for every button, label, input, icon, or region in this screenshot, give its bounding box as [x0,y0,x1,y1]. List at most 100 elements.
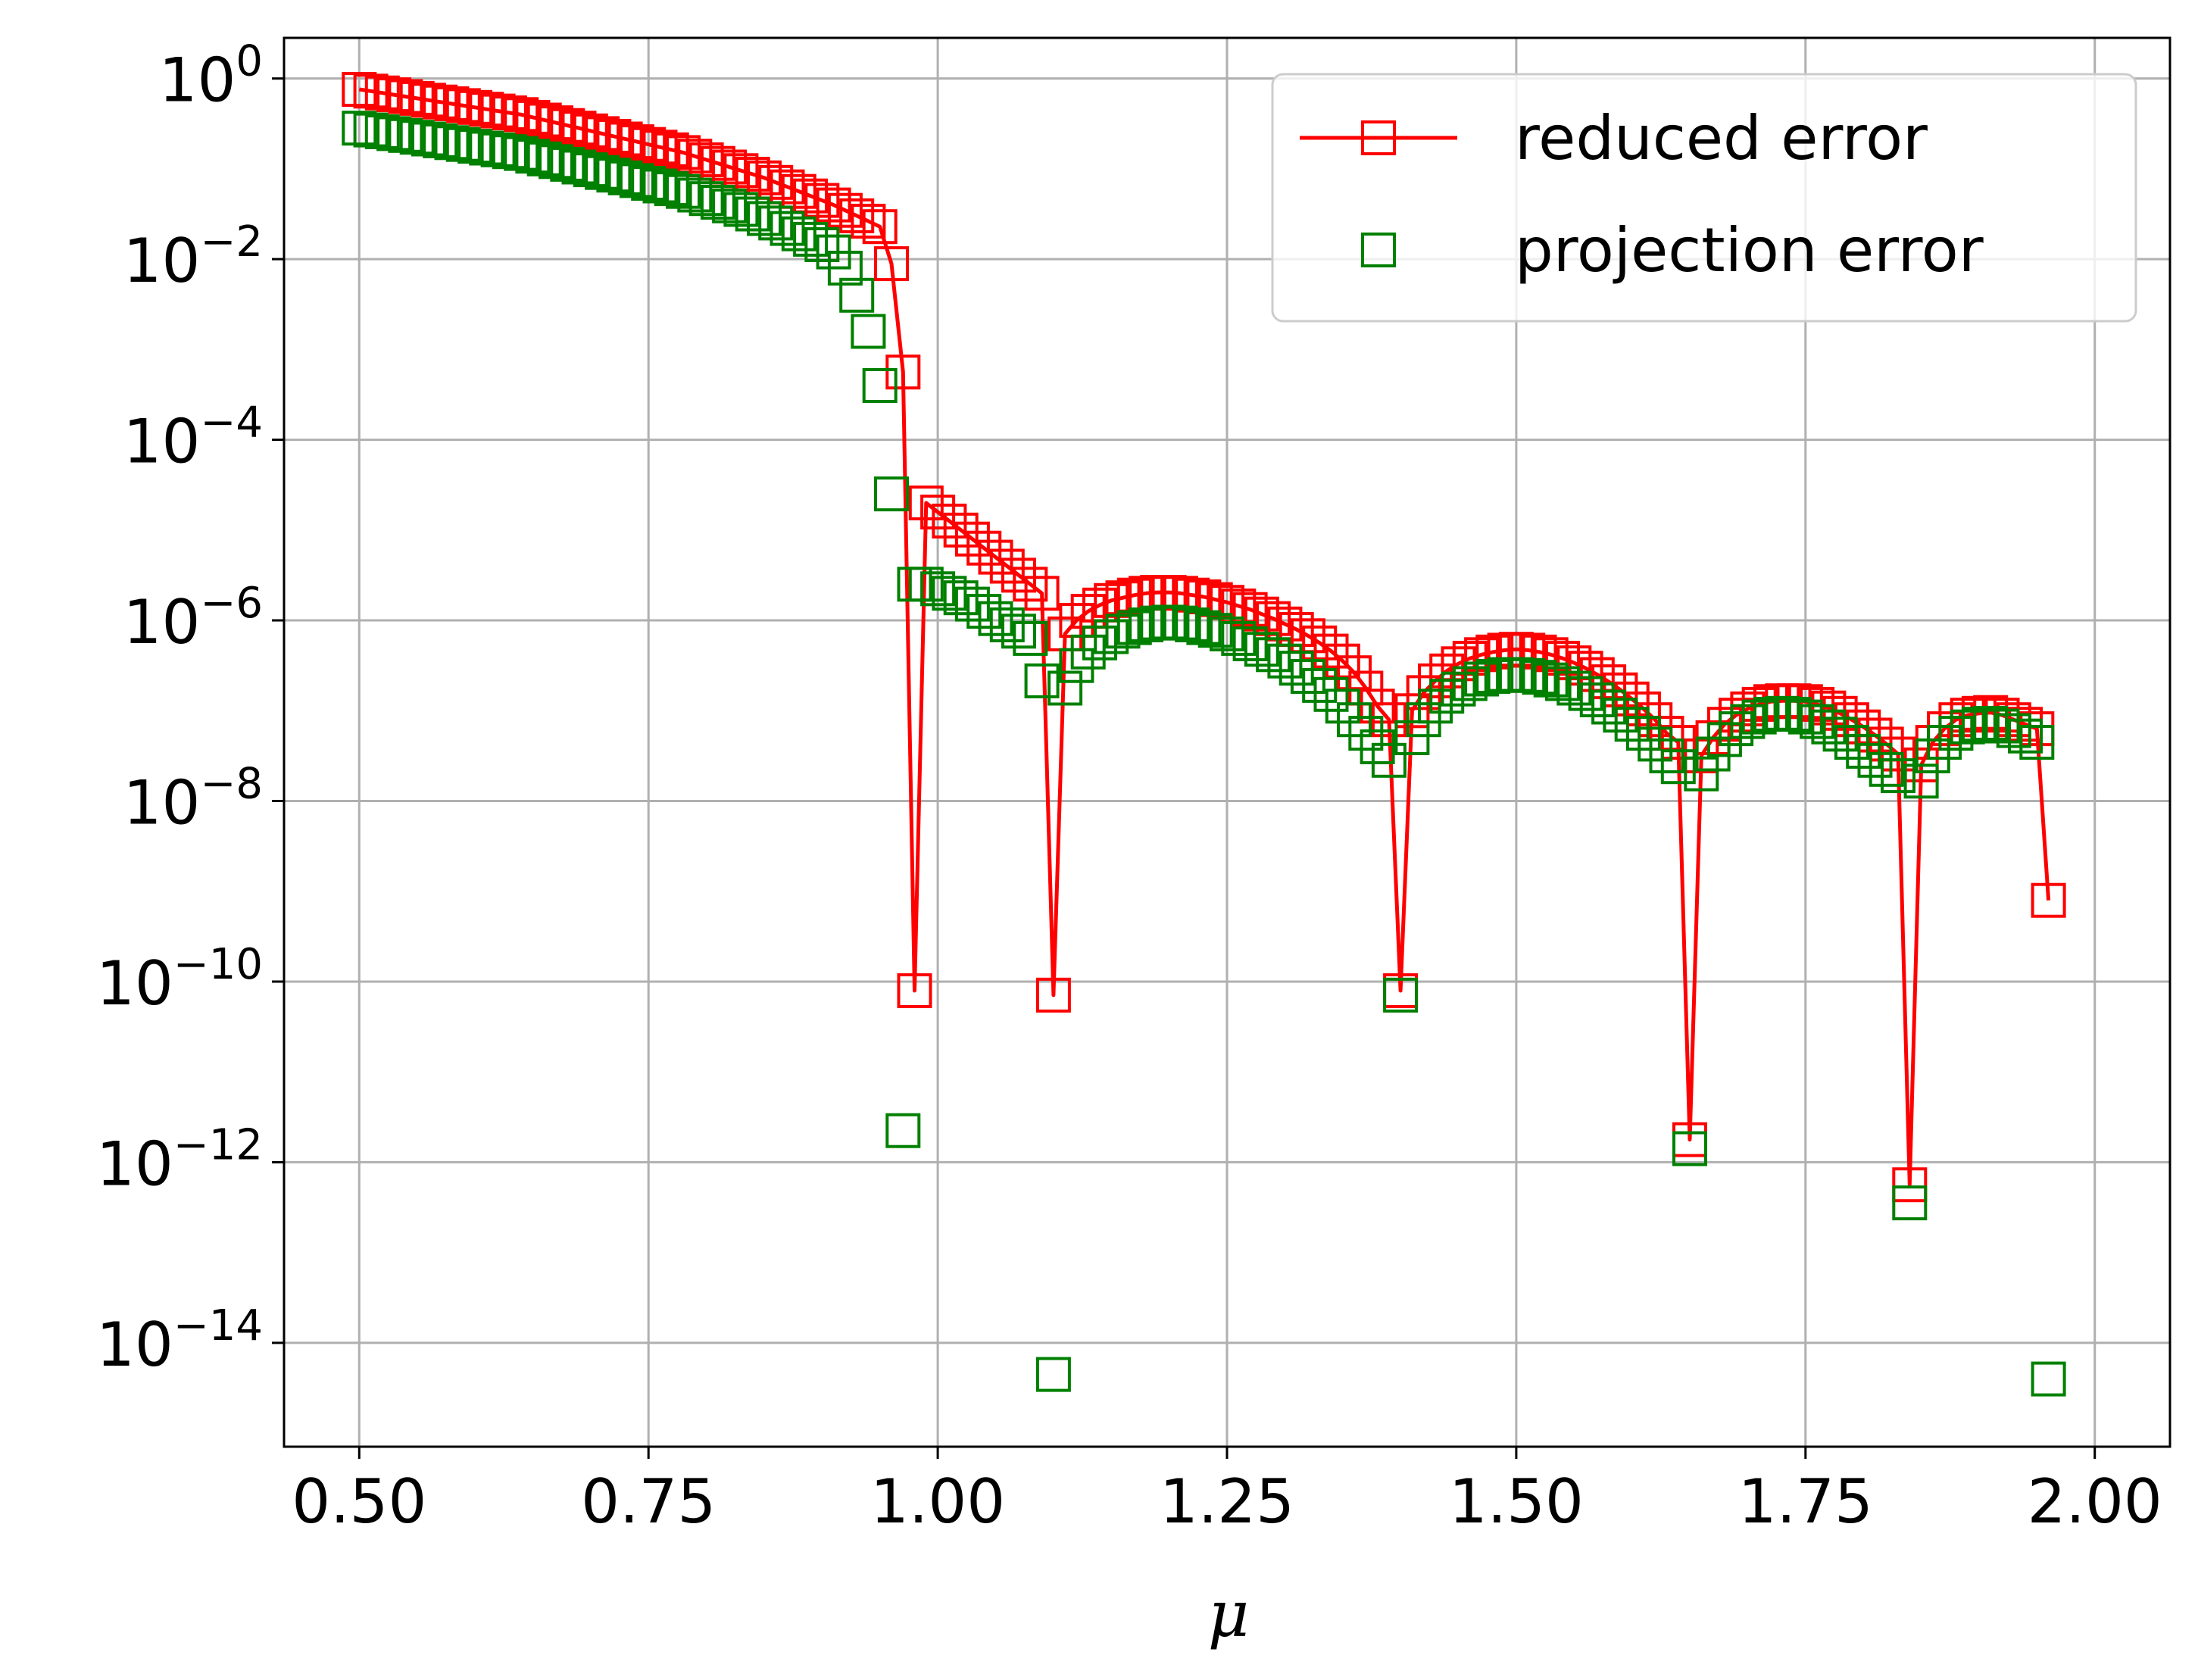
projection-error-marker [399,120,435,155]
reduced-error-marker [862,209,898,245]
projection-error-marker [573,152,608,188]
projection-error-marker [1325,689,1360,724]
projection-error-marker [1116,610,1152,645]
projection-error-marker [1892,1185,1928,1221]
reduced-error-marker [966,530,1002,566]
projection-error-marker [2008,718,2043,754]
projection-error-marker [712,188,748,223]
projection-error-marker [735,196,770,232]
y-tick-label: 10−4 [123,398,263,477]
reduced-error-marker [839,198,875,233]
projection-error-marker [445,126,481,162]
projection-error-marker [758,205,794,241]
projection-error-marker [1024,663,1060,698]
reduced-error-marker [793,178,829,214]
reduced-error-marker [561,111,597,146]
projection-error-marker [631,166,667,201]
reduced-error-marker [666,135,701,170]
projection-error-marker [1510,657,1546,693]
reduced-error-marker [573,113,608,148]
projection-error-marker [480,132,516,167]
reduced-error-marker [342,72,377,107]
projection-error-marker [920,571,956,607]
reduced-error-marker [989,548,1025,584]
projection-error-marker [1545,666,1580,701]
projection-error-marker [1244,632,1279,667]
projection-error-marker [1800,704,1835,739]
projection-error-marker [666,173,701,209]
projection-error-marker [1129,607,1164,642]
projection-error-marker [1348,716,1384,751]
reduced-error-marker [515,99,551,135]
reduced-error-marker [399,80,435,116]
reduced-error-marker [758,164,794,200]
reduced-error-marker [642,130,678,165]
projection-error-marker [688,181,724,217]
projection-error-marker [1047,670,1083,706]
x-axis: 0.50 0.75 1.00 1.25 1.50 1.75 2.00 [292,1447,2162,1537]
projection-error-marker [1429,679,1465,714]
projection-error-marker [677,177,713,213]
reduced-error-marker [954,521,990,557]
reduced-error-marker [1406,675,1441,710]
projection-error-marker [1360,729,1395,764]
legend: reduced error projection error [1271,73,2137,323]
reduced-error-marker [388,79,423,114]
reduced-error-marker [1013,567,1048,602]
projection-error-marker [1082,625,1117,660]
projection-error-marker [1001,614,1036,649]
projection-error-marker [1984,708,2020,744]
projection-error-marker [1846,733,1881,769]
reduced-error-marker [1035,977,1071,1013]
reduced-error-marker [631,126,667,162]
projection-error-marker [607,160,643,195]
projection-error-marker [747,201,782,236]
projection-error-marker [1175,607,1210,642]
reduced-error-marker [539,105,573,141]
projection-error-marker [1649,738,1684,773]
y-tick-label: 10−6 [123,579,263,657]
reduced-error-marker [677,139,713,174]
reduced-error-marker [920,495,956,529]
projection-error-marker [978,601,1013,636]
projection-error-marker [1568,676,1603,711]
projection-error-marker [1383,977,1419,1013]
reduced-error-marker [1371,702,1407,738]
reduced-error-marker [469,92,504,127]
projection-error-marker [492,134,527,170]
projection-error-marker [1475,659,1511,694]
projection-error-marker [2031,1361,2066,1397]
projection-error-marker [1719,711,1754,747]
reduced-error-marker [1533,637,1569,673]
projection-error-marker [1186,610,1222,645]
projection-error-marker [1371,742,1407,778]
y-tick-label: 10−12 [96,1120,263,1199]
x-tick-label: 0.75 [581,1466,716,1537]
reduced-error-marker [885,354,921,390]
reduced-error-marker [1822,695,1858,731]
projection-error-marker [1881,758,1915,794]
reduced-error-marker [1232,592,1268,627]
reduced-error-marker [908,486,944,520]
projection-error-marker [804,227,840,262]
projection-error-marker [585,155,620,190]
projection-error-marker [342,111,377,146]
y-tick-label: 100 [159,37,263,116]
x-tick-label: 1.75 [1738,1466,1873,1537]
reduced-error-marker [781,173,816,209]
projection-error-marker [1232,626,1268,661]
projection-error-marker [1672,1131,1707,1166]
projection-error-marker [1603,698,1638,733]
projection-error-marker [1950,709,1985,745]
reduced-error-marker [504,97,539,133]
reduced-error-marker [434,86,470,121]
reduced-error-marker [827,192,863,228]
legend-reduced-error-label: reduced error [1515,103,1928,173]
projection-error-marker [2019,725,2055,760]
projection-error-marker [1035,1357,1071,1392]
projection-error-marker [1996,713,2031,748]
projection-error-marker [1638,726,1673,762]
projection-error-marker [457,129,493,164]
projection-error-marker [596,158,632,193]
